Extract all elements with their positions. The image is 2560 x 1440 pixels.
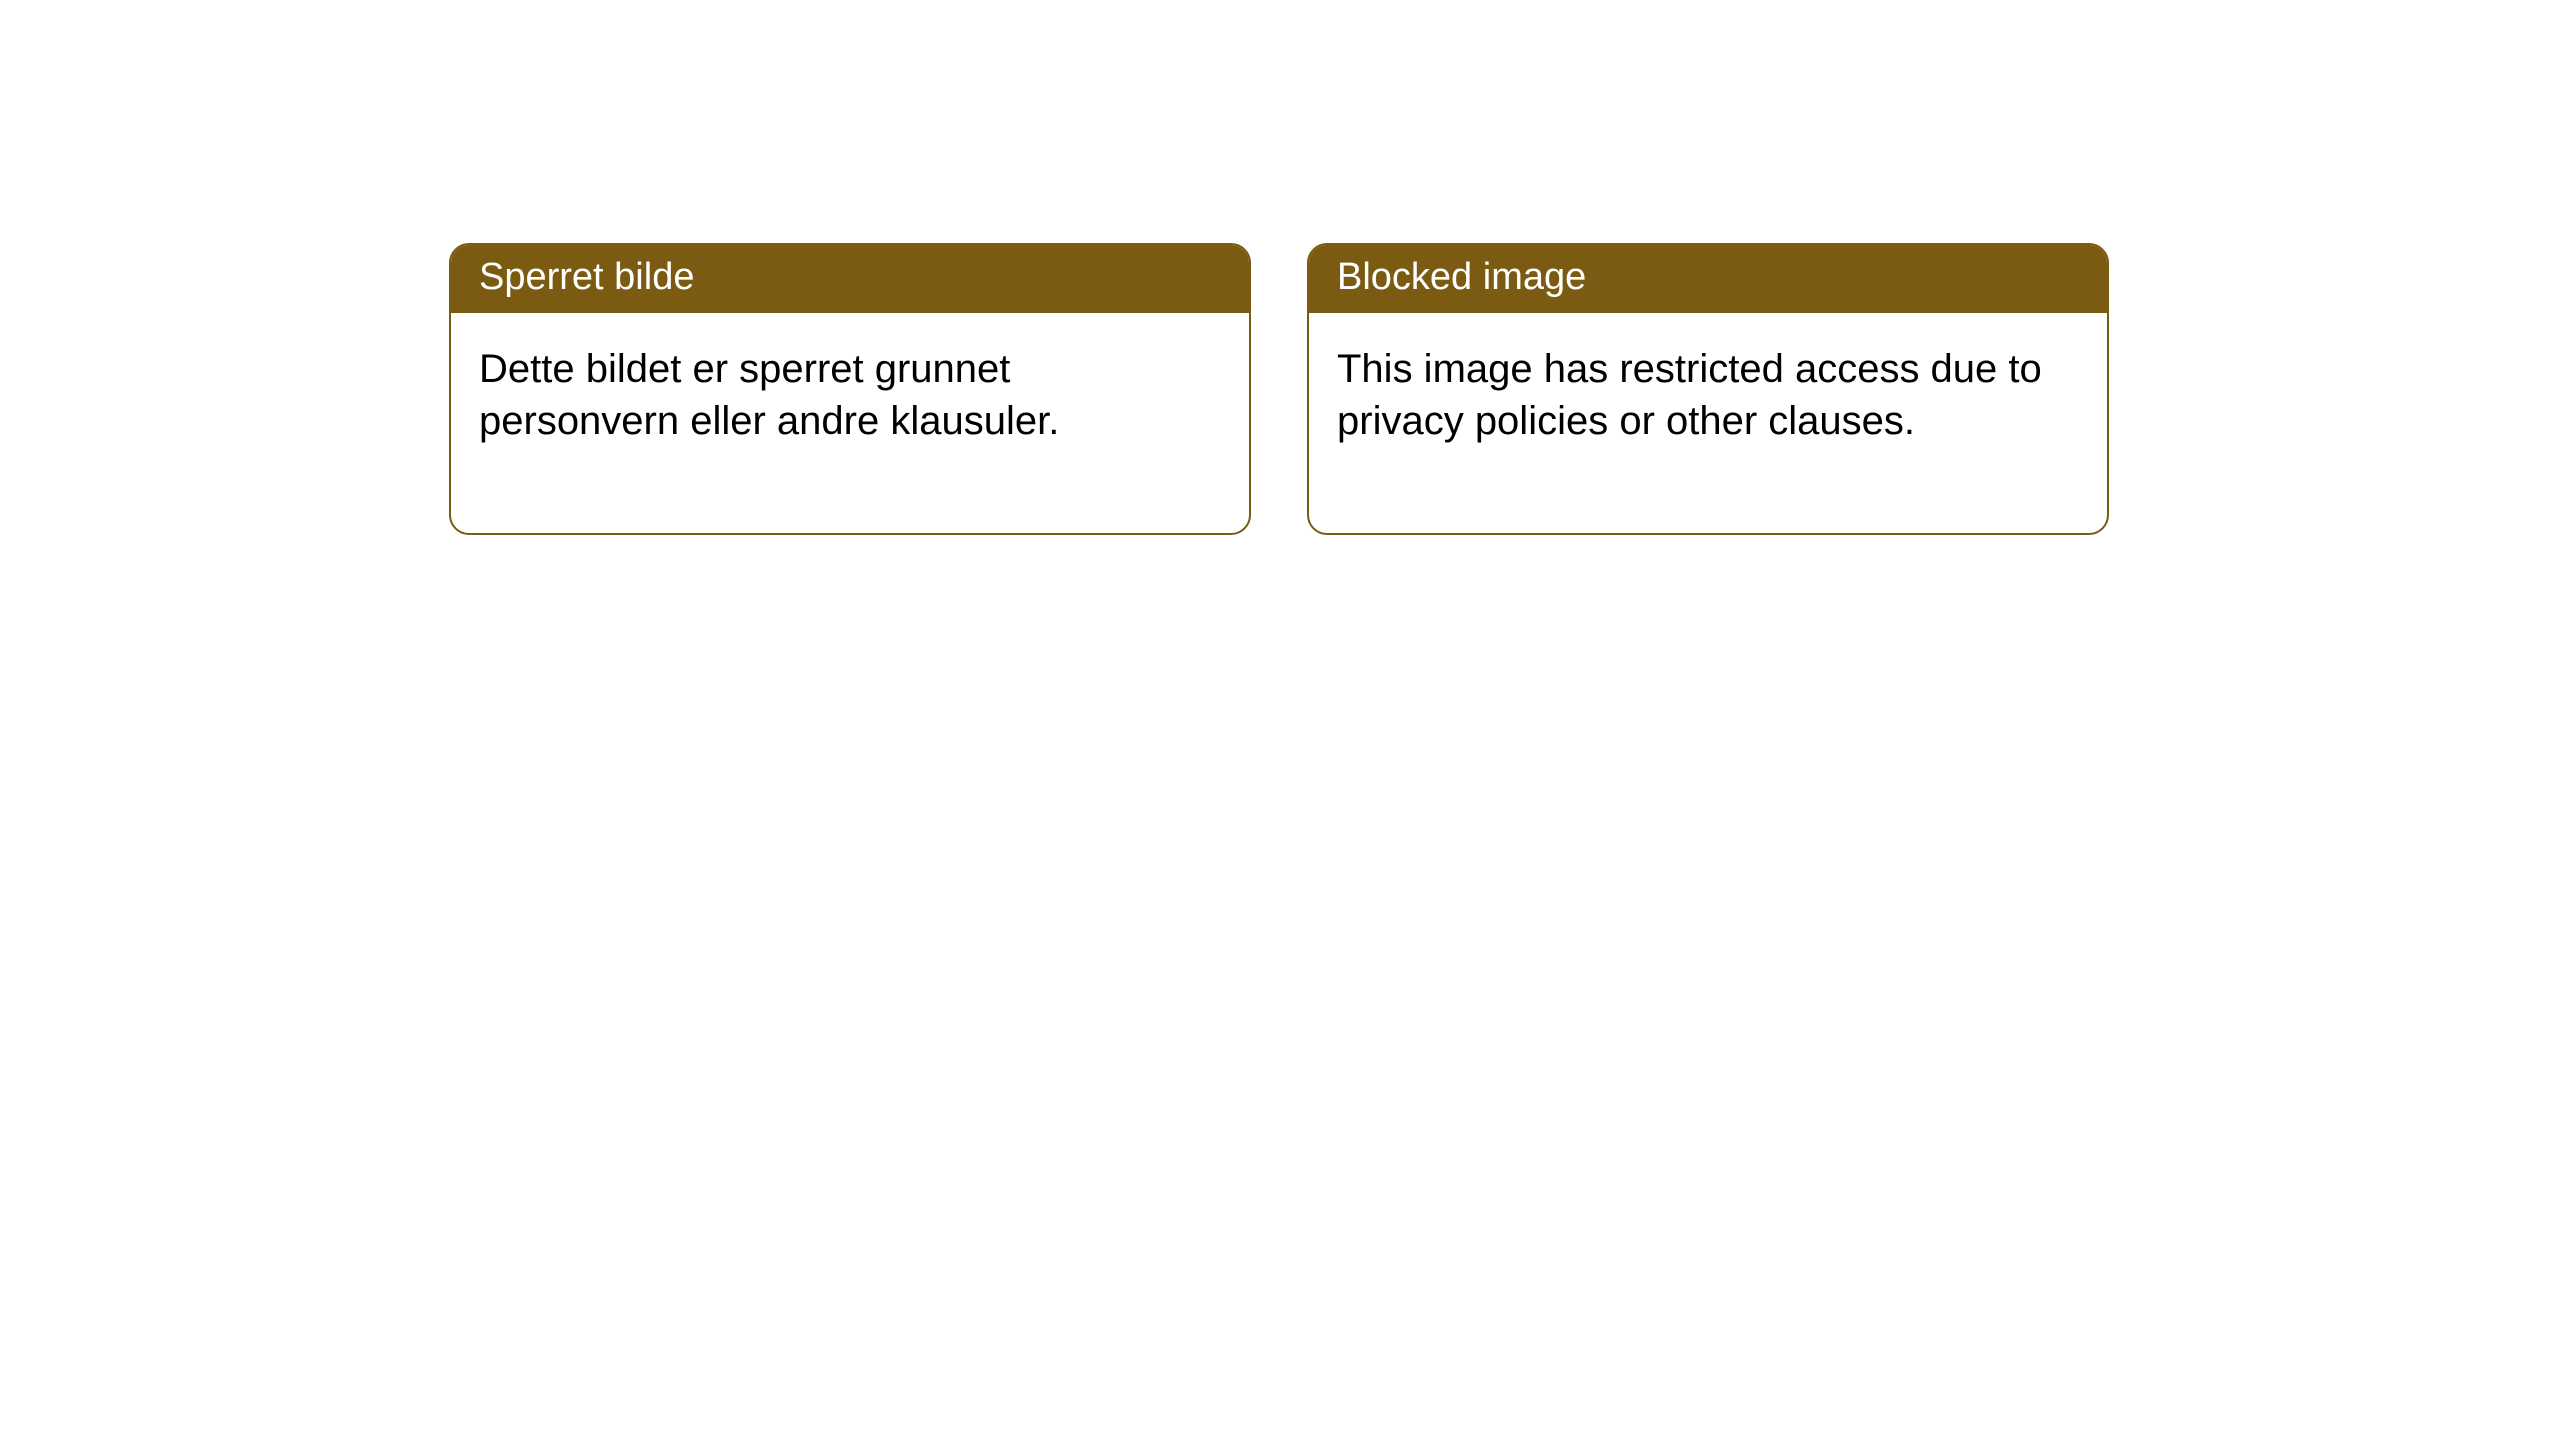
card-body: This image has restricted access due to … bbox=[1309, 313, 2107, 533]
notice-card-english: Blocked image This image has restricted … bbox=[1307, 243, 2109, 535]
card-header: Sperret bilde bbox=[451, 245, 1249, 313]
notice-card-norwegian: Sperret bilde Dette bildet er sperret gr… bbox=[449, 243, 1251, 535]
card-body: Dette bildet er sperret grunnet personve… bbox=[451, 313, 1249, 533]
notice-cards-container: Sperret bilde Dette bildet er sperret gr… bbox=[449, 243, 2109, 535]
card-header: Blocked image bbox=[1309, 245, 2107, 313]
